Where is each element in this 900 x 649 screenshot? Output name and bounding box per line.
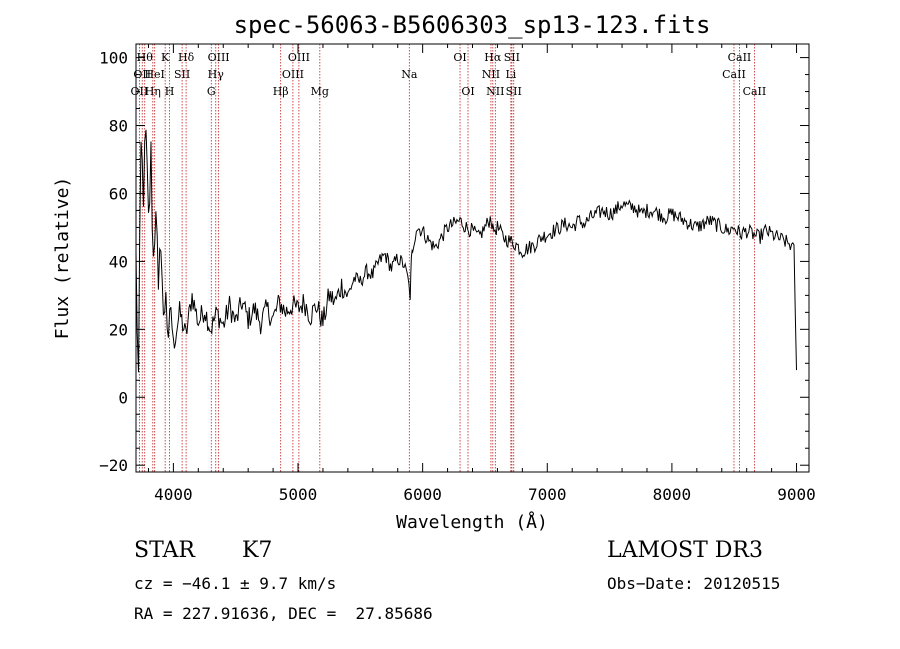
x-axis-label: Wavelength (Å): [396, 511, 548, 533]
line-label-oiii: OIII: [208, 51, 230, 64]
line-label-hei: HeI: [144, 68, 164, 81]
y-tick-label: 40: [109, 252, 128, 271]
line-label-oii: OII: [133, 68, 151, 81]
line-label-oi: OI: [453, 51, 466, 64]
plot-frame: [135, 43, 810, 473]
x-axis-ticks: 4000 5000 6000 7000 8000 9000: [147, 44, 816, 504]
redshift-info: cz = −46.1 ± 9.7 km/s: [134, 574, 337, 593]
line-label-caii: CaII: [728, 51, 752, 64]
line-label-g: G: [207, 85, 216, 98]
line-label-li: Li: [505, 68, 516, 81]
x-tick-label: 7000: [528, 485, 567, 504]
y-tick-label: 0: [118, 388, 128, 407]
y-tick-label: 60: [109, 184, 128, 203]
object-subclass: K7: [242, 538, 273, 563]
emission-line-labels: OIIOIIHθHηHeIKHSIIHδGHγOIIIHβOIIIOIIIMgN…: [131, 51, 767, 98]
x-tick-label: 4000: [154, 485, 193, 504]
y-tick-label: 20: [109, 320, 128, 339]
line-label-caii: CaII: [743, 85, 767, 98]
y-tick-label: −20: [99, 456, 128, 475]
line-label-sii: SII: [506, 85, 522, 98]
line-label-sii: SII: [174, 68, 190, 81]
line-label-mg: Mg: [311, 85, 329, 98]
x-tick-label: 9000: [777, 485, 816, 504]
object-class: STAR: [134, 538, 195, 563]
line-label-caii: CaII: [722, 68, 746, 81]
coordinates: RA = 227.91636, DEC = 27.85686: [134, 604, 433, 623]
line-label-k: K: [161, 51, 170, 64]
line-label-nii: NII: [482, 68, 500, 81]
line-label-hβ: Hβ: [273, 85, 289, 98]
line-label-oiii: OIII: [288, 51, 310, 64]
line-label-hα: Hα: [484, 51, 502, 64]
chart-title: spec-56063-B5606303_sp13-123.fits: [234, 11, 711, 39]
x-tick-label: 6000: [403, 485, 442, 504]
spectrum-line: [135, 129, 797, 373]
line-label-na: Na: [401, 68, 418, 81]
line-label-h: H: [165, 85, 175, 98]
line-label-sii: SII: [504, 51, 520, 64]
observation-date: Obs−Date: 20120515: [607, 574, 781, 593]
y-tick-label: 100: [99, 49, 128, 68]
line-label-hγ: Hγ: [208, 68, 225, 81]
x-tick-label: 8000: [653, 485, 692, 504]
line-label-oi: OI: [461, 85, 474, 98]
x-tick-label: 5000: [279, 485, 318, 504]
y-axis-ticks: −20 0 20 40 60 80 100: [99, 49, 809, 475]
survey-name: LAMOST DR3: [607, 538, 763, 563]
line-label-oiii: OIII: [282, 68, 304, 81]
line-label-nii: NII: [486, 85, 504, 98]
line-label-hδ: Hδ: [178, 51, 195, 64]
y-axis-label: Flux (relative): [52, 177, 73, 340]
emission-line-markers: [138, 44, 755, 472]
y-tick-label: 80: [109, 117, 128, 136]
line-label-hη: Hη: [145, 85, 161, 98]
